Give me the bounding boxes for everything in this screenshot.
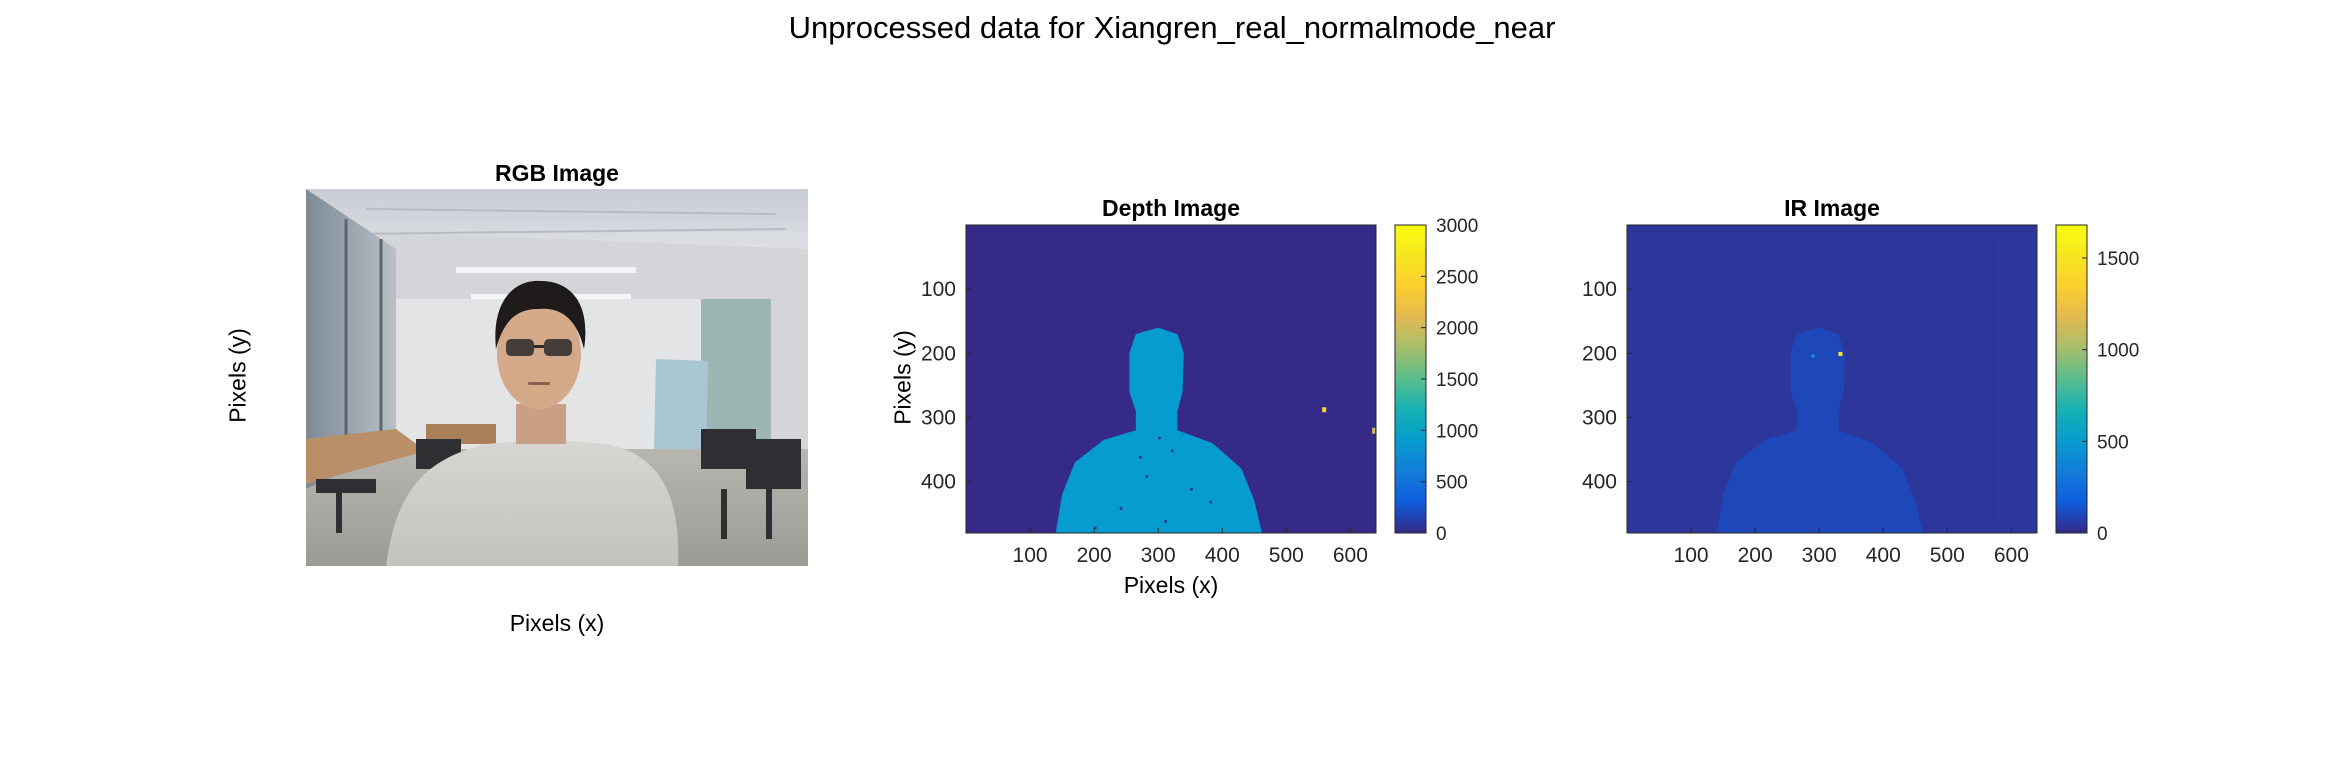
depth-outlier-pixel <box>1372 427 1376 434</box>
ir-ytick-label: 400 <box>1582 471 1617 494</box>
depth-noise-pixel <box>1158 436 1161 440</box>
ir-xtick-label: 500 <box>1930 544 1965 567</box>
depth-xtick-label: 300 <box>1141 544 1176 567</box>
ir-colorbar <box>2055 224 2088 534</box>
ir-ytick-label: 100 <box>1582 278 1617 301</box>
ir-ytick-label: 200 <box>1582 342 1617 365</box>
ir-ytick-label: 300 <box>1582 407 1617 430</box>
depth-colorbar-label: 3000 <box>1436 216 1478 237</box>
ir-bright-spot <box>1811 354 1815 358</box>
rgb-ylabel: Pixels (y) <box>224 328 251 423</box>
depth-xlabel: Pixels (x) <box>1123 572 1219 598</box>
depth-colorbar-label: 500 <box>1436 473 1468 494</box>
ir-xtick-label: 600 <box>1994 544 2029 567</box>
depth-panel-title: Depth Image <box>1101 195 1241 221</box>
depth-noise-pixel <box>1145 475 1148 478</box>
depth-noise-pixel <box>1119 507 1123 510</box>
ir-bright-spot <box>1838 352 1843 357</box>
depth-xtick-label: 600 <box>1333 544 1368 567</box>
rgb-image <box>306 189 808 566</box>
depth-colorbar-label: 1500 <box>1436 370 1478 391</box>
depth-colorbar-label: 2000 <box>1436 319 1478 340</box>
ir-colorbar-label: 0 <box>2097 524 2108 545</box>
depth-xtick-label: 200 <box>1077 544 1112 567</box>
ir-colorbar-label: 1500 <box>2097 249 2139 270</box>
depth-noise-pixel <box>1171 449 1174 453</box>
depth-noise-pixel <box>1209 500 1212 504</box>
depth-axes-frame <box>965 224 1377 534</box>
depth-noise-pixel <box>1164 520 1168 523</box>
depth-person-region <box>1055 327 1262 533</box>
depth-xtick-label: 400 <box>1205 544 1240 567</box>
depth-outlier-pixel <box>1322 407 1327 413</box>
depth-colorbar-label: 2500 <box>1436 267 1478 288</box>
ir-heatmap: 100 200 300 400 500 600 100 200 300 400 0 500 1000 15… <box>1582 224 2139 567</box>
ir-xtick-label: 400 <box>1866 544 1901 567</box>
ir-xtick-label: 200 <box>1738 544 1773 567</box>
depth-noise-pixel <box>1094 526 1097 530</box>
ir-colorbar-label: 500 <box>2097 432 2129 453</box>
ir-xtick-label: 300 <box>1802 544 1837 567</box>
depth-ytick-label: 400 <box>921 471 956 494</box>
depth-xtick-label: 500 <box>1269 544 1304 567</box>
depth-colorbar-label: 1000 <box>1436 421 1478 442</box>
rgb-xlabel: Pixels (x) <box>509 610 605 636</box>
depth-colorbar-label: 0 <box>1436 524 1447 545</box>
figure-title: Unprocessed data for Xiangren_real_norma… <box>788 10 1556 45</box>
depth-ytick-label: 100 <box>921 278 956 301</box>
depth-xtick-label: 100 <box>1013 544 1048 567</box>
depth-heatmap: 100 200 300 400 500 600 100 200 300 400 0 500 1000 15… <box>921 216 1478 567</box>
depth-noise-pixel <box>1177 417 1180 420</box>
ir-person-region <box>1716 327 1923 533</box>
depth-ytick-label: 200 <box>921 342 956 365</box>
ir-axes-frame <box>1626 224 2038 534</box>
ir-vertical-streak <box>1998 237 2001 522</box>
ir-panel-title: IR Image <box>1784 195 1880 221</box>
ir-colorbar-label: 1000 <box>2097 341 2139 362</box>
ir-xtick-label: 100 <box>1674 544 1709 567</box>
depth-noise-pixel <box>1190 488 1193 491</box>
rgb-panel-title: RGB Image <box>495 160 619 186</box>
depth-ytick-label: 300 <box>921 407 956 430</box>
depth-noise-pixel <box>1138 456 1142 459</box>
depth-colorbar <box>1394 224 1427 534</box>
